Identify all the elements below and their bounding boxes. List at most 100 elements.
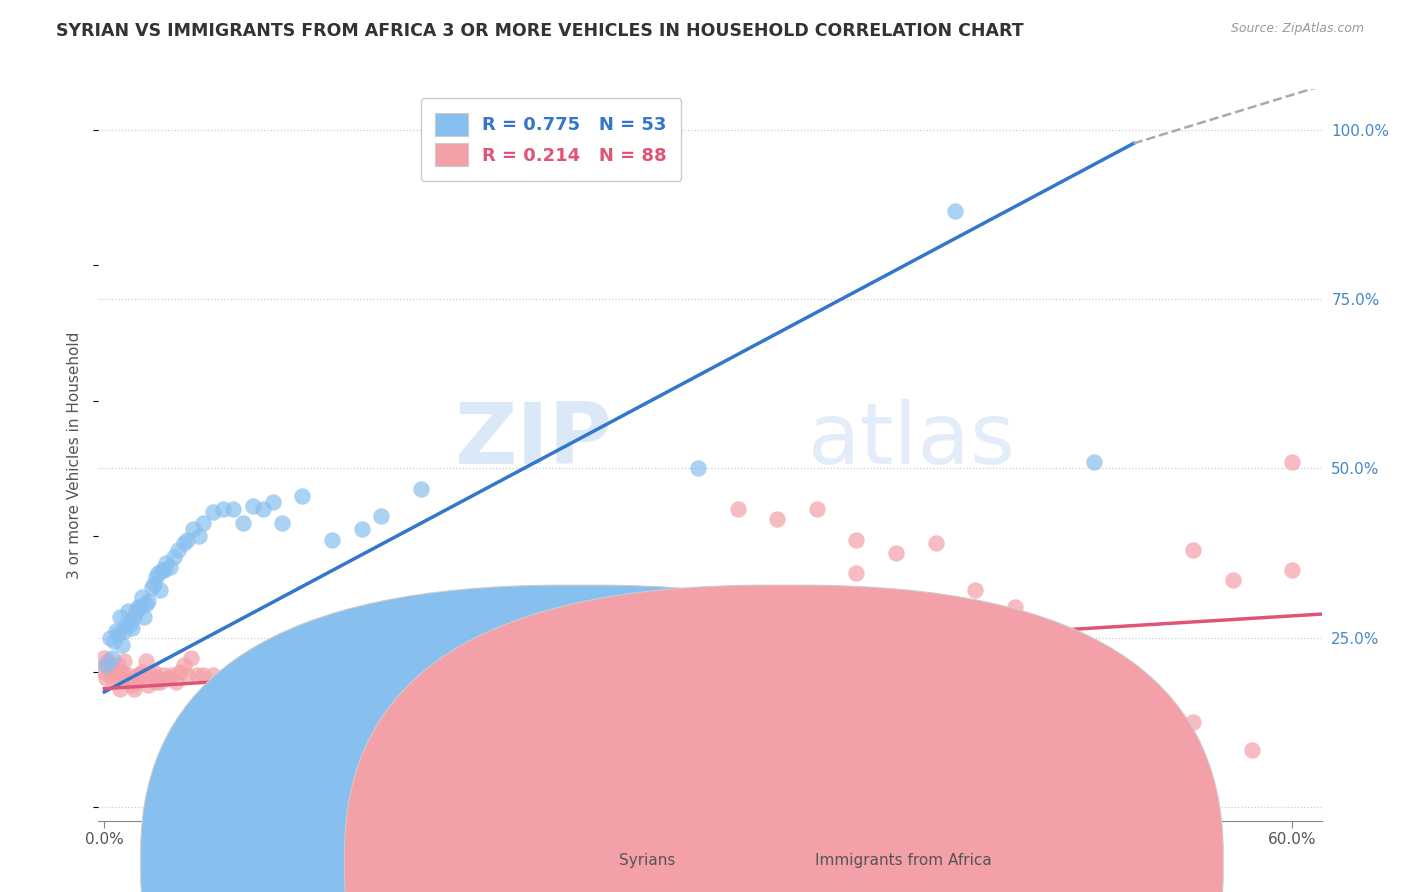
Point bbox=[125, 604, 148, 618]
Point bbox=[321, 533, 343, 547]
Point bbox=[142, 665, 165, 679]
Point bbox=[115, 672, 138, 686]
Point bbox=[132, 668, 155, 682]
Point bbox=[125, 674, 148, 689]
Point bbox=[112, 624, 135, 638]
Point bbox=[409, 482, 432, 496]
Point bbox=[727, 661, 749, 675]
Point bbox=[806, 655, 828, 669]
Point bbox=[108, 610, 131, 624]
Point bbox=[146, 566, 169, 581]
Point bbox=[117, 668, 139, 682]
Point bbox=[142, 576, 165, 591]
Point bbox=[173, 657, 195, 672]
Point bbox=[845, 566, 868, 581]
Point bbox=[101, 672, 124, 686]
Point bbox=[291, 489, 314, 503]
Point bbox=[155, 556, 177, 570]
Point bbox=[291, 655, 314, 669]
Text: ZIP: ZIP bbox=[454, 399, 612, 482]
Point bbox=[186, 668, 208, 682]
Point bbox=[152, 563, 174, 577]
Point bbox=[96, 672, 118, 686]
Point bbox=[162, 549, 184, 564]
Point bbox=[108, 681, 131, 696]
Point bbox=[232, 516, 254, 530]
Point bbox=[183, 523, 205, 537]
Point bbox=[330, 668, 353, 682]
Point bbox=[156, 672, 179, 686]
Point bbox=[370, 665, 392, 679]
Point bbox=[131, 590, 153, 604]
Point bbox=[766, 512, 789, 526]
Point bbox=[222, 502, 245, 516]
Point bbox=[96, 657, 118, 672]
Point bbox=[884, 546, 907, 560]
Point bbox=[271, 655, 294, 669]
Point bbox=[252, 665, 274, 679]
Point bbox=[101, 651, 124, 665]
Point bbox=[169, 665, 191, 679]
Point bbox=[607, 655, 630, 669]
Point bbox=[107, 627, 129, 641]
Point bbox=[127, 600, 149, 615]
Point bbox=[1122, 723, 1144, 737]
Point bbox=[409, 655, 432, 669]
Point bbox=[105, 624, 128, 638]
Point bbox=[103, 665, 125, 679]
Point bbox=[176, 533, 198, 547]
Point bbox=[101, 657, 124, 672]
Point bbox=[129, 600, 152, 615]
Point bbox=[93, 651, 115, 665]
Point bbox=[232, 661, 254, 675]
Text: Immigrants from Africa: Immigrants from Africa bbox=[815, 854, 993, 868]
Point bbox=[141, 580, 163, 594]
Point bbox=[262, 495, 284, 509]
Point bbox=[135, 597, 157, 611]
Point bbox=[350, 661, 373, 675]
Point bbox=[271, 516, 294, 530]
Point bbox=[281, 665, 304, 679]
Point bbox=[1083, 715, 1105, 730]
Point bbox=[141, 668, 163, 682]
Point bbox=[166, 542, 188, 557]
Point bbox=[117, 604, 139, 618]
Point bbox=[159, 559, 181, 574]
Text: Syrians: Syrians bbox=[619, 854, 675, 868]
Point bbox=[97, 655, 120, 669]
Point bbox=[945, 706, 967, 720]
Point bbox=[647, 657, 669, 672]
Point bbox=[145, 570, 167, 584]
Point bbox=[103, 634, 125, 648]
Point bbox=[145, 674, 167, 689]
Point bbox=[127, 668, 149, 682]
Point bbox=[1083, 732, 1105, 747]
Point bbox=[193, 668, 215, 682]
Point bbox=[350, 523, 373, 537]
Point bbox=[98, 631, 121, 645]
Point bbox=[160, 668, 183, 682]
Point bbox=[252, 502, 274, 516]
Point bbox=[884, 712, 907, 726]
Point bbox=[450, 661, 472, 675]
Point bbox=[1181, 715, 1204, 730]
Point bbox=[135, 655, 157, 669]
Point bbox=[136, 678, 159, 692]
Point bbox=[193, 516, 215, 530]
Y-axis label: 3 or more Vehicles in Household: 3 or more Vehicles in Household bbox=[67, 331, 83, 579]
Point bbox=[112, 655, 135, 669]
Point bbox=[1222, 573, 1244, 587]
Point bbox=[176, 668, 198, 682]
Point bbox=[370, 508, 392, 523]
Text: Source: ZipAtlas.com: Source: ZipAtlas.com bbox=[1230, 22, 1364, 36]
Point bbox=[212, 502, 235, 516]
Point bbox=[262, 668, 284, 682]
Point bbox=[202, 506, 225, 520]
Point bbox=[311, 661, 333, 675]
Point bbox=[1181, 542, 1204, 557]
Point bbox=[131, 665, 153, 679]
Point bbox=[766, 657, 789, 672]
Point bbox=[1004, 600, 1026, 615]
Point bbox=[136, 593, 159, 607]
Point bbox=[96, 657, 118, 672]
